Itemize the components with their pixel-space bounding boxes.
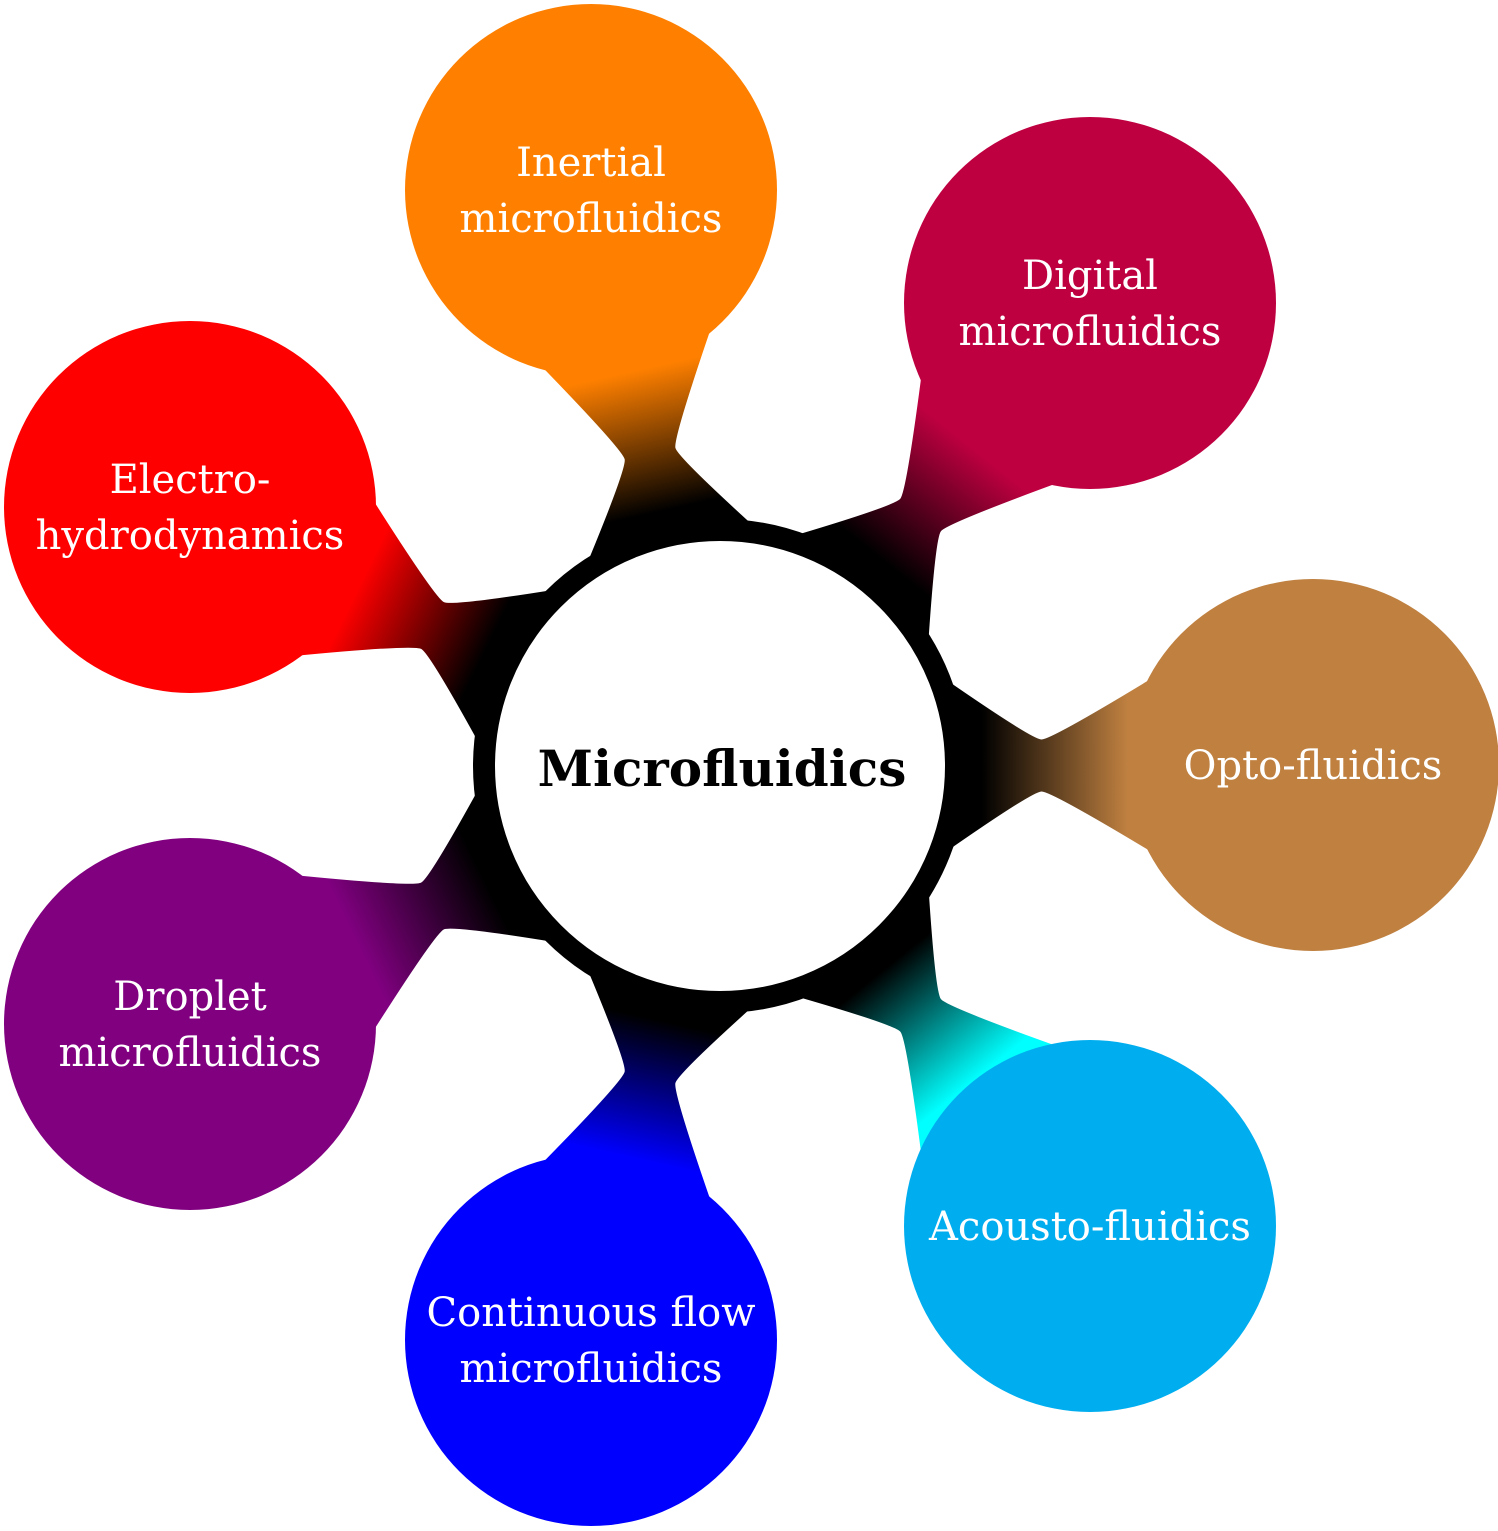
topic-circle-digital bbox=[904, 117, 1276, 489]
topic-circle-inertial bbox=[405, 4, 777, 376]
topic-label-acousto-line-1: Acousto-fluidics bbox=[928, 1204, 1251, 1250]
topic-label-droplet-line-2: microfluidics bbox=[59, 1030, 322, 1076]
topic-node-opto: Opto-fluidics bbox=[1127, 579, 1498, 951]
topic-circle-droplet bbox=[4, 838, 376, 1210]
topic-label-digital-line-1: Digital bbox=[1022, 253, 1158, 299]
topic-label-electro-line-2: hydrodynamics bbox=[36, 513, 345, 559]
topic-node-droplet: Droplet microfluidics bbox=[4, 838, 376, 1210]
topic-label-continuous-line-2: microfluidics bbox=[460, 1346, 723, 1392]
center-node: Microfluidics bbox=[473, 519, 967, 1013]
topic-label-droplet-line-1: Droplet bbox=[113, 974, 266, 1020]
topic-label-opto-line-1: Opto-fluidics bbox=[1184, 743, 1443, 789]
center-label: Microfluidics bbox=[538, 739, 907, 798]
topic-circle-electro bbox=[4, 321, 376, 693]
topic-node-digital: Digital microfluidics bbox=[904, 117, 1276, 489]
topic-nodes-layer: Inertial microfluidics Digital microfluidic… bbox=[4, 4, 1498, 1526]
topic-label-inertial-line-2: microfluidics bbox=[460, 196, 723, 242]
topic-node-continuous: Continuous flow microfluidics bbox=[405, 1154, 777, 1526]
connector-opto bbox=[925, 665, 1158, 866]
center-circle bbox=[473, 519, 967, 1013]
topic-label-continuous-line-1: Continuous flow bbox=[427, 1290, 756, 1336]
topic-node-inertial: Inertial microfluidics bbox=[405, 4, 777, 376]
topic-node-electro: Electro-hydrodynamics bbox=[4, 321, 376, 693]
topic-circle-continuous bbox=[405, 1154, 777, 1526]
topic-node-acousto: Acousto-fluidics bbox=[904, 1040, 1276, 1412]
topic-circle-opto bbox=[1127, 579, 1498, 951]
topic-label-electro-line-1: Electro- bbox=[110, 457, 271, 503]
topic-label-digital-line-2: microfluidics bbox=[959, 309, 1222, 355]
topic-label-inertial-line-1: Inertial bbox=[516, 140, 666, 186]
topic-circle-acousto bbox=[904, 1040, 1276, 1412]
